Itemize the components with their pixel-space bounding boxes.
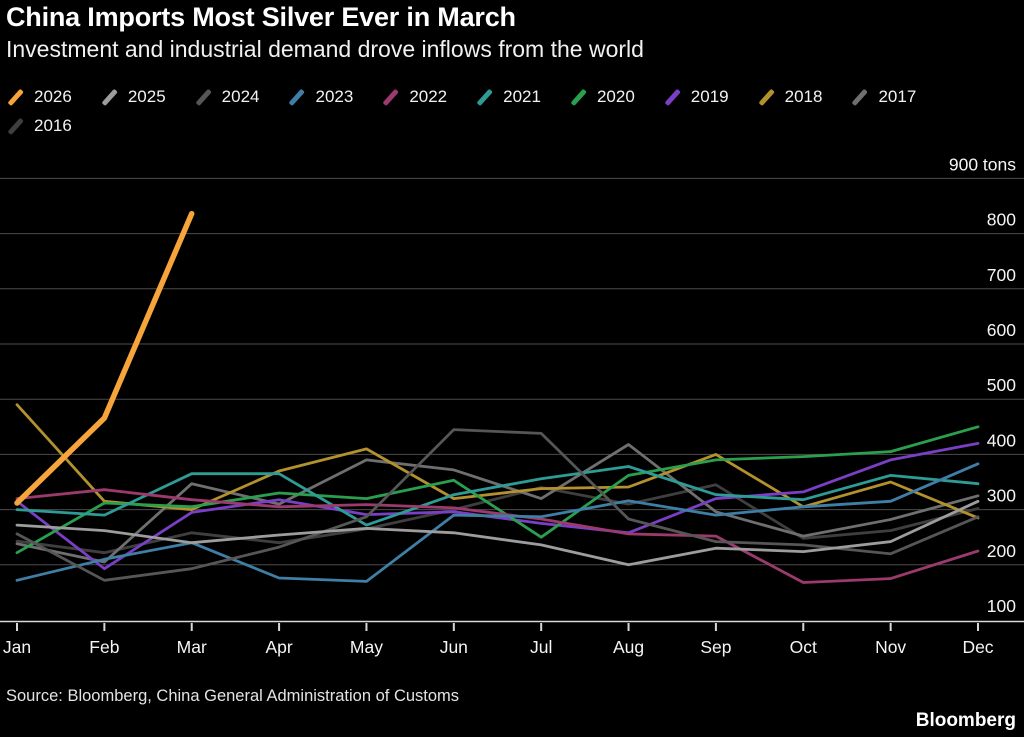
- legend-slash-icon: [851, 88, 868, 106]
- legend-item-2016: 2016: [6, 113, 72, 139]
- y-axis-label-500: 500: [987, 375, 1016, 395]
- x-axis-label-dec: Dec: [962, 637, 993, 657]
- y-axis-label-400: 400: [987, 430, 1016, 450]
- legend-item-2021: 2021: [475, 84, 541, 110]
- legend: 2026 2025 2024 2023 2022 2021 2020 2019 2018 2017…: [6, 84, 966, 139]
- x-axis-label-jul: Jul: [530, 637, 552, 657]
- x-axis-label-may: May: [350, 637, 383, 657]
- x-axis-label-mar: Mar: [177, 637, 207, 657]
- legend-item-2019: 2019: [663, 84, 729, 110]
- legend-label: 2016: [34, 116, 72, 135]
- x-axis-label-nov: Nov: [875, 637, 906, 657]
- legend-label: 2020: [596, 87, 635, 106]
- x-axis-label-oct: Oct: [790, 637, 817, 657]
- legend-label: 2019: [690, 87, 729, 106]
- legend-item-2018: 2018: [757, 84, 823, 110]
- series-line-2024: [15, 428, 980, 582]
- legend-slash-icon: [382, 88, 399, 106]
- legend-slash-icon: [195, 88, 212, 106]
- legend-item-2025: 2025: [100, 84, 166, 110]
- x-axis-label-aug: Aug: [613, 637, 644, 657]
- series-line-2026: [14, 210, 195, 506]
- legend-slash-icon: [664, 88, 681, 106]
- x-axis-label-jan: Jan: [3, 637, 31, 657]
- legend-label: 2024: [221, 87, 260, 106]
- x-axis-label-sep: Sep: [700, 637, 731, 657]
- series-line-2018: [15, 403, 980, 520]
- legend-item-2023: 2023: [287, 84, 353, 110]
- y-axis-label-100: 100: [987, 596, 1016, 616]
- legend-item-2024: 2024: [194, 84, 260, 110]
- legend-label: 2018: [784, 87, 823, 106]
- series-line-2019: [15, 441, 980, 571]
- series-line-2023: [15, 462, 980, 583]
- legend-slash-icon: [758, 88, 775, 106]
- legend-slash-icon: [7, 88, 24, 106]
- page-title: China Imports Most Silver Ever in March: [6, 2, 516, 32]
- legend-slash-icon: [101, 88, 118, 106]
- page-subtitle: Investment and industrial demand drove i…: [6, 36, 644, 62]
- legend-item-2020: 2020: [569, 84, 635, 110]
- x-axis-label-apr: Apr: [265, 637, 292, 657]
- y-axis-label-700: 700: [987, 265, 1016, 285]
- bloomberg-logo: Bloomberg: [915, 710, 1016, 731]
- legend-slash-icon: [288, 88, 306, 106]
- legend-label: 2026: [34, 87, 72, 106]
- series-line-2016: [15, 483, 980, 555]
- y-axis-label-200: 200: [987, 541, 1016, 561]
- series-line-2025: [15, 499, 980, 567]
- legend-item-2022: 2022: [381, 84, 447, 110]
- legend-slash-icon: [476, 88, 493, 106]
- x-axis-label-feb: Feb: [89, 637, 119, 657]
- x-axis-label-jun: Jun: [440, 637, 468, 657]
- source-note: Source: Bloomberg, China General Adminis…: [6, 687, 460, 705]
- legend-item-2026: 2026: [6, 84, 72, 110]
- legend-label: 2021: [503, 87, 541, 106]
- legend-slash-icon: [7, 117, 24, 135]
- y-axis-label-600: 600: [987, 320, 1016, 340]
- legend-label: 2022: [409, 87, 448, 106]
- legend-label: 2025: [127, 87, 166, 106]
- series-line-2017: [15, 443, 980, 564]
- legend-label: 2017: [878, 87, 917, 106]
- y-axis-label-900: 900 tons: [949, 154, 1016, 174]
- y-axis-label-300: 300: [987, 486, 1016, 506]
- series-line-2022: [15, 488, 980, 584]
- series-line-2020: [15, 425, 980, 555]
- y-axis-label-800: 800: [987, 210, 1016, 230]
- legend-slash-icon: [570, 88, 587, 106]
- legend-item-2017: 2017: [850, 84, 916, 110]
- legend-label: 2023: [315, 87, 354, 106]
- series-line-2021: [15, 465, 980, 527]
